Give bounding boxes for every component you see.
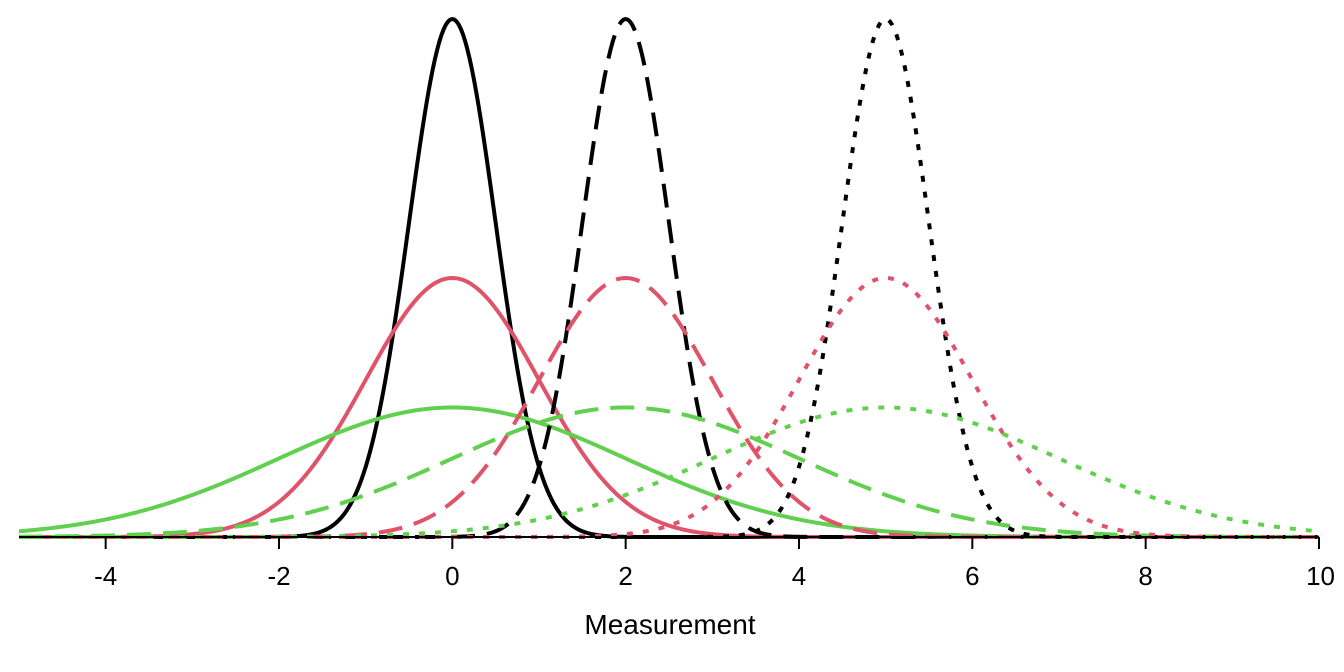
- x-tick-label: 2: [618, 561, 632, 591]
- density-curve-1: [19, 17, 1319, 539]
- x-tick-label: -2: [267, 561, 290, 591]
- x-tick-label: 10: [1306, 561, 1335, 591]
- x-tick-label: 8: [1138, 561, 1152, 591]
- x-axis-title: Measurement: [584, 609, 755, 640]
- density-curve-9: [19, 405, 1320, 539]
- density-curve-7: [19, 17, 1319, 539]
- density-curve-6: [18, 405, 1320, 539]
- density-curve-5: [19, 276, 1319, 539]
- x-axis-ticks: -4 -2 0 2 4 6 8 10: [94, 537, 1335, 591]
- x-tick-label: -4: [94, 561, 117, 591]
- density-curve-3: [18, 405, 1319, 539]
- x-tick-label: 6: [965, 561, 979, 591]
- curves-layer: [18, 17, 1320, 539]
- density-curve-4: [19, 17, 1319, 539]
- x-tick-label: 0: [445, 561, 459, 591]
- density-curve-2: [19, 276, 1319, 539]
- density-curve-8: [19, 276, 1319, 539]
- x-tick-label: 4: [792, 561, 806, 591]
